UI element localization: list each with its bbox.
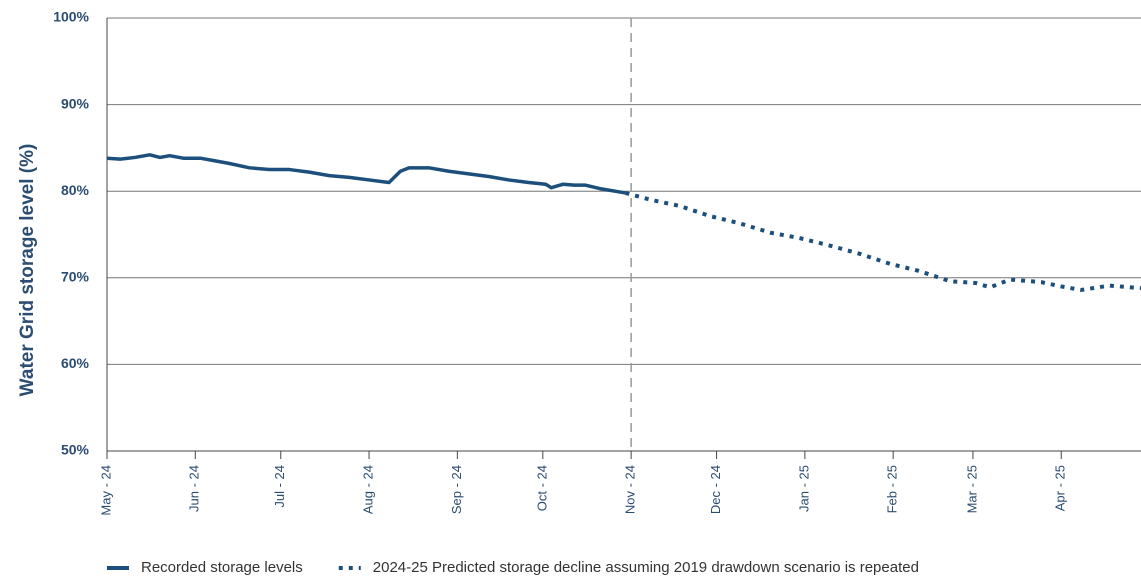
y-tick-label: 70% [61, 269, 90, 285]
x-tick-label: Mar - 25 [964, 465, 979, 513]
x-tick-label: Apr - 25 [1053, 465, 1068, 511]
y-axis-title: Water Grid storage level (%) [17, 144, 38, 397]
series-line [106, 153, 626, 195]
y-tick-label: 80% [61, 182, 90, 198]
series-line [624, 191, 1141, 292]
x-tick-label: Sep - 24 [449, 465, 464, 514]
x-tick-label: Feb - 25 [885, 465, 900, 513]
x-tick-label: Dec - 24 [708, 465, 723, 514]
x-tick-label: May - 24 [98, 465, 113, 516]
y-tick-label: 90% [61, 95, 90, 111]
x-tick-label: Oct - 24 [534, 465, 549, 511]
x-tick-label: Jul - 24 [272, 465, 287, 508]
x-tick-label: Nov - 24 [623, 465, 638, 514]
y-tick-label: 50% [61, 442, 90, 458]
legend-label: Recorded storage levels [141, 559, 303, 576]
y-tick-label: 100% [53, 9, 89, 25]
y-tick-label: 60% [61, 355, 90, 371]
x-tick-label: Jan - 25 [796, 465, 811, 512]
x-tick-label: Aug - 24 [360, 465, 375, 514]
legend-label: 2024-25 Predicted storage decline assumi… [373, 559, 919, 576]
x-tick-label: Jun - 24 [187, 465, 202, 512]
